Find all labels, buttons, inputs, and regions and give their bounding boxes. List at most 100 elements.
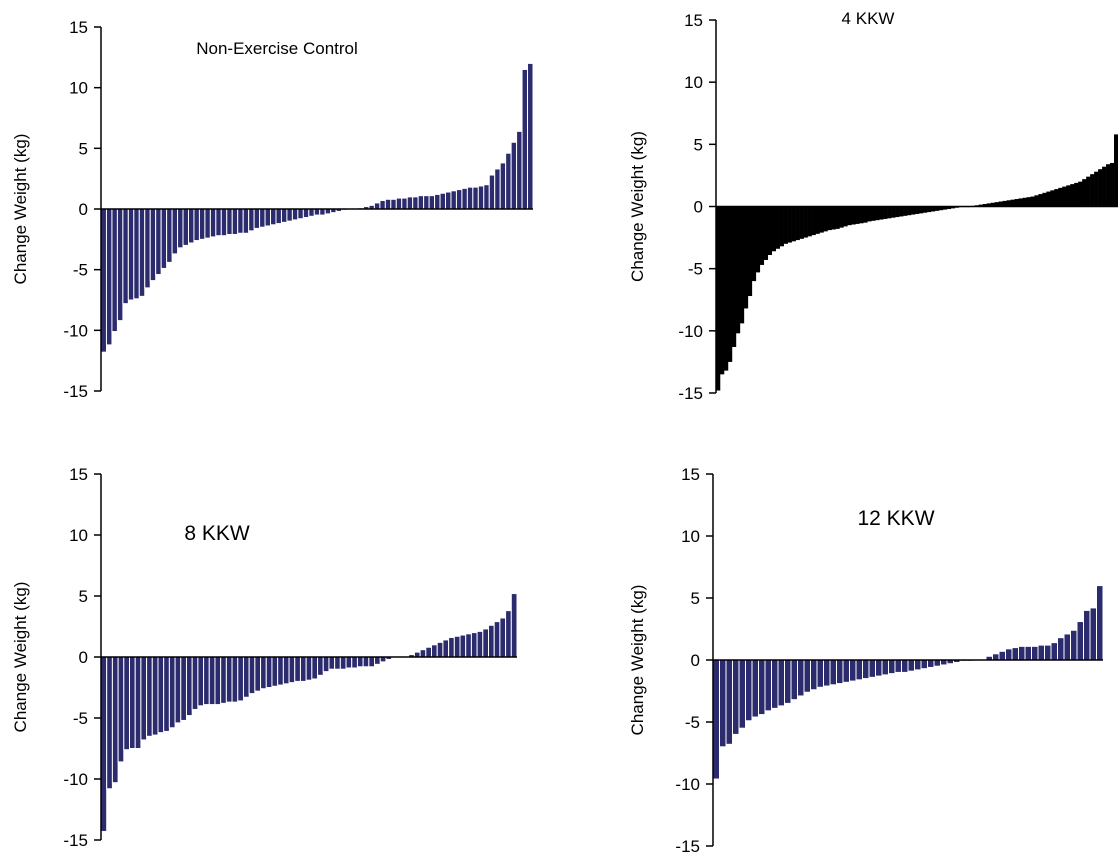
y-tick-label: 10 (684, 73, 703, 92)
bar (930, 206, 936, 212)
y-tick-label: -10 (63, 770, 88, 789)
bar (439, 192, 447, 210)
bar (843, 206, 848, 227)
bar (466, 186, 474, 210)
bar (448, 636, 455, 658)
bar (1054, 189, 1059, 207)
y-tick-label: -5 (685, 713, 700, 732)
bar (759, 206, 765, 265)
bar (277, 656, 284, 686)
y-tick-label: 5 (691, 589, 700, 608)
bar (719, 206, 725, 375)
bar (100, 208, 107, 353)
y-tick-label: 10 (681, 527, 700, 546)
bar (299, 656, 307, 682)
bar (1018, 645, 1026, 661)
bar (1114, 134, 1118, 207)
y-tick-label: -15 (678, 384, 703, 403)
bar (1030, 196, 1035, 207)
bar (1070, 629, 1078, 661)
bar (859, 206, 864, 224)
bar (739, 206, 745, 324)
bar (767, 206, 773, 255)
y-tick-label: 15 (684, 11, 703, 30)
bar (819, 206, 824, 233)
bar (431, 644, 438, 658)
chart-title: 12 KKW (857, 507, 934, 530)
y-tick-label: -10 (678, 322, 703, 341)
bar (1086, 176, 1091, 207)
bar (226, 208, 233, 235)
bar (455, 189, 463, 210)
bar (220, 656, 227, 704)
bar (881, 659, 889, 676)
bar (472, 186, 479, 210)
bar (725, 659, 733, 745)
bars (100, 593, 518, 832)
bar (477, 185, 485, 210)
bar (401, 197, 408, 210)
bar (875, 659, 883, 677)
bar (1070, 184, 1075, 207)
bar (1042, 192, 1047, 207)
bar (253, 208, 261, 229)
bar (992, 653, 1000, 661)
bar (149, 208, 157, 282)
bar (105, 208, 113, 346)
bar (146, 656, 153, 737)
y-axis-label: Change Weight (kg) (628, 585, 647, 736)
bar (1050, 190, 1055, 207)
bar (1011, 647, 1019, 661)
bar (911, 206, 916, 215)
bar (771, 206, 776, 252)
bar (345, 656, 353, 669)
bar (313, 208, 321, 216)
bar (894, 659, 902, 673)
bar (863, 206, 868, 223)
bar (311, 656, 319, 680)
bar (835, 206, 840, 229)
bar (751, 206, 757, 282)
bar (868, 659, 876, 678)
bar (1082, 179, 1087, 207)
bar (260, 656, 267, 690)
bar (425, 646, 433, 658)
y-tick-label: -5 (73, 709, 88, 728)
bar (920, 659, 928, 670)
bar (727, 206, 733, 362)
bar (248, 208, 255, 232)
bar (180, 656, 187, 721)
bars (100, 62, 534, 353)
bar (1058, 187, 1063, 207)
bar (1014, 199, 1019, 207)
bar (982, 204, 987, 207)
bar (883, 206, 888, 219)
bar (171, 208, 179, 255)
bar (339, 656, 347, 670)
bar (198, 208, 206, 240)
bar (225, 656, 233, 703)
y-tick-label: 15 (681, 465, 700, 484)
bar (1010, 199, 1015, 207)
bar (779, 206, 784, 247)
bar (510, 593, 518, 658)
bar (842, 659, 850, 683)
bar (1038, 194, 1043, 207)
bar (803, 659, 811, 693)
bar (322, 656, 330, 673)
bar (242, 656, 250, 698)
bar (111, 208, 118, 333)
chart-panel-kkw12: 15 10 5 0 -5 -10 -15 Change Weight (kg) 12 KKW (628, 465, 1104, 856)
bar (294, 656, 301, 682)
bar (436, 641, 444, 658)
bar (1076, 621, 1084, 661)
bar (990, 202, 995, 207)
chart-panel-kkw8: 15 10 5 0 -5 -10 -15 Change Weight (kg) 8 KKW (11, 465, 518, 850)
bar (465, 633, 472, 658)
bar (950, 206, 956, 209)
bar (901, 659, 909, 673)
bar (215, 208, 222, 237)
bar (811, 206, 816, 236)
bar (390, 198, 397, 210)
bar (237, 656, 244, 702)
